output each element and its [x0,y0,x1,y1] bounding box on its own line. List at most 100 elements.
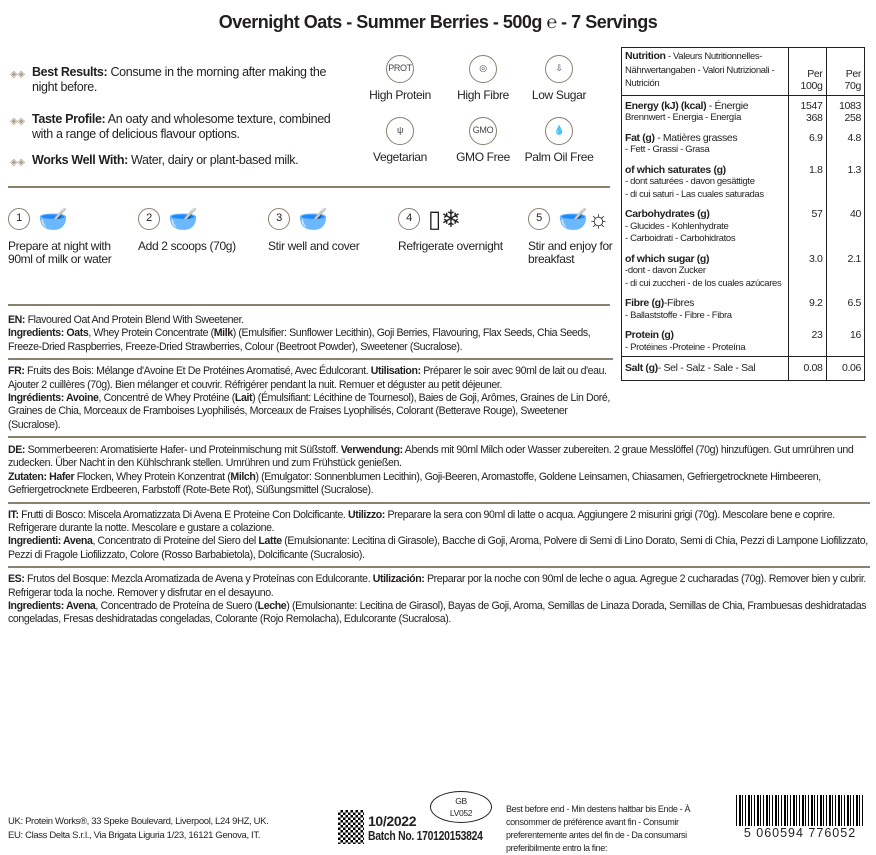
ingredients-block: IT: Frutti di Bosco: Miscela Aromatizzat… [8,509,870,563]
stir-bowl-icon: 🥣 [298,205,328,233]
nutrient-translation: - Énergie [706,99,749,112]
text-segment: Abends mit 90ml Milch oder Wasser zubere… [8,444,854,470]
scoop-bowl-icon: 🥣 [168,205,198,233]
high-protein-icon: PROT [386,55,414,83]
text-segment: FR: [8,365,25,378]
text-segment: Ingredients: Oats [8,327,89,340]
step-label: Stir and enjoy for breakfast [528,239,613,266]
paragraph: Zutaten: Hafer Flocken, Whey Protein Kon… [8,471,870,498]
nutrient-name: of which saturates (g) [625,163,726,176]
bowl-sun-icon: 🥣☼ [558,205,610,233]
badge: ⇩ Low Sugar [519,55,599,102]
nutrient-translations: - dont saturées - davon gesättigte - di … [625,176,764,200]
badge-label: Low Sugar [531,88,587,102]
value-per-70g: 1.3 [825,158,864,203]
pour-into-bowl-icon: 🥣 [38,205,68,233]
high-fibre-icon: ◎ [469,55,497,83]
value-per-70g: 0.06 [825,356,864,380]
value-per-70g: 6.5 [825,292,864,324]
health-mark-oval: GB LV052 [430,791,492,823]
feature-item: ◈◈ Best Results: Consume in the morning a… [10,65,350,95]
paragraph: Ingredients: Avena, Concentrado de Prote… [8,600,870,627]
text-segment: IT: [8,508,19,521]
text-segment: Flavoured Oat And Protein Blend With Swe… [25,314,245,326]
product-title: Overnight Oats - Summer Berries - 500g ℮… [218,12,658,32]
text-segment: Leche [257,600,287,613]
nutrient-name: Protein (g) [625,329,674,341]
text-segment: Zutaten: Hafer [8,470,75,483]
nutrient-name: Fibre (g) [625,297,664,309]
nutrient-translation: - Sel - Salz - Sale - Sal [657,362,756,374]
nutrition-row: Protein (g) - Protéines -Proteine - Prote… [622,324,864,357]
step-5: 5 🥣☼ Stir and enjoy for breakfast [528,205,648,266]
step-2: 2 🥣 Add 2 scoops (70g) [138,205,258,253]
nutrient-name: Energy (kJ) (kcal) [625,99,707,112]
nutrient-translations: - Glucides - Kohlenhydrate - Carboidrati… [625,220,736,245]
palm-oil-free-icon: 💧 [545,117,573,145]
text-segment: DE: [8,444,26,456]
nutrient-translation: -Fibres [663,297,695,309]
text-segment: ) (Emulsionante: Lecitina de Girasol), B… [8,600,867,626]
text-segment: , Concentrato di Proteine del Siero del [92,535,259,548]
text-segment: , Whey Protein Concentrate ( [88,327,214,340]
divider [8,436,866,438]
nutrient-translations: - Fett - Grassi - Grasa [625,144,710,155]
nutrient-name: Fat (g) [625,131,655,144]
paragraph: IT: Frutti di Bosco: Miscela Aromatizzat… [8,509,870,536]
nutrition-table: Nutrition - Valeurs Nutritionnelles- Näh… [621,47,865,381]
badge: ψ Vegetarian [360,117,440,164]
nutrition-row: Energy (kJ) (kcal) - Énergie Brennwert - … [622,95,864,127]
value-per-70g: 40 [825,203,864,248]
feature-title: Taste Profile: [32,112,106,126]
value-per-100g: 6.9 [787,126,826,159]
text-segment: EN: [8,314,26,326]
nutrition-row: Carbohydrates (g) - Glucides - Kohlenhydr… [622,203,864,248]
badge-label: Vegetarian [373,150,427,164]
col-per-100g: Per 100g [787,48,826,96]
value-per-100g: 23 [787,324,826,357]
nutrition-subtitle: - Valeurs Nutritionnelles- Nährwertangab… [625,51,775,89]
text-segment: Latte [258,535,282,548]
diamond-bullet-icon: ◈◈ [10,69,25,80]
value-per-70g: 4.8 [825,126,864,159]
text-segment: Milch [230,470,256,483]
feature-text: An oaty and wholesome texture, combined … [32,112,331,141]
text-segment: ) (Emulgator: Sonnenblumen Lecithin), Go… [8,470,821,497]
badge-label: GMO Free [456,150,510,164]
step-label: Prepare at night with 90ml of milk or wa… [8,239,112,266]
nutrient-translations: Brennwert - Energia - Energía [625,112,742,123]
nutrition-title: Nutrition [625,50,666,62]
ingredients-block: FR: Fruits des Bois: Mélange d'Avoine Et… [8,365,613,432]
text-segment: ES: [8,573,25,586]
nutrition-row: Fibre (g)-Fibres - Ballaststoffe - Fibre … [622,292,864,324]
paragraph: ES: Frutos del Bosque: Mezcla Aromatizad… [8,573,870,600]
fridge-icon: ▯❄ [428,205,461,233]
text-segment: Ingrédients: Avoine [8,392,99,405]
nutrition-row: Fat (g) - Matières grasses - Fett - Grass… [622,126,864,159]
text-segment: Frutos del Bosque: Mezcla Aromatizada de… [24,573,373,586]
nutrition-row: Salt (g)- Sel - Salz - Sale - Sal 0.08 0.0… [622,356,864,380]
nutrient-translations: -dont - davon Zucker - di cui zuccheri -… [625,265,782,289]
value-per-100g: 1547 368 [787,95,826,127]
step-number: 3 [268,208,290,230]
text-segment: ) (Emulsifier: Sunflower Lecithin), Goji… [8,327,591,353]
feature-title: Best Results: [32,65,108,79]
feature-title: Works Well With: [32,153,128,167]
paragraph: Ingredients: Oats, Whey Protein Concentr… [8,327,613,354]
badge-label: Palm Oil Free [524,150,594,164]
text-segment: Fruits des Bois: Mélange d'Avoine Et De … [24,365,371,378]
paragraph: FR: Fruits des Bois: Mélange d'Avoine Et… [8,365,613,392]
feature-text: Consume in the morning after making the … [32,65,327,94]
step-number: 1 [8,208,30,230]
text-segment: (Emulsionante: Lecitina di Girasole), Ba… [8,535,868,561]
step-1: 1 🥣 Prepare at night with 90ml of milk or … [8,205,128,266]
value-per-70g: 1083 258 [825,95,864,127]
text-segment: Ingredients: Avena [8,600,96,613]
value-per-100g: 0.08 [787,356,826,380]
oval-country: GB [455,796,467,806]
value-per-100g: 9.2 [787,292,826,324]
ingredients-en-fr: EN: Flavoured Oat And Protein Blend With… [8,314,613,432]
value-per-100g: 3.0 [787,247,826,292]
text-segment: Utilisation: [370,365,421,378]
step-number: 2 [138,208,160,230]
